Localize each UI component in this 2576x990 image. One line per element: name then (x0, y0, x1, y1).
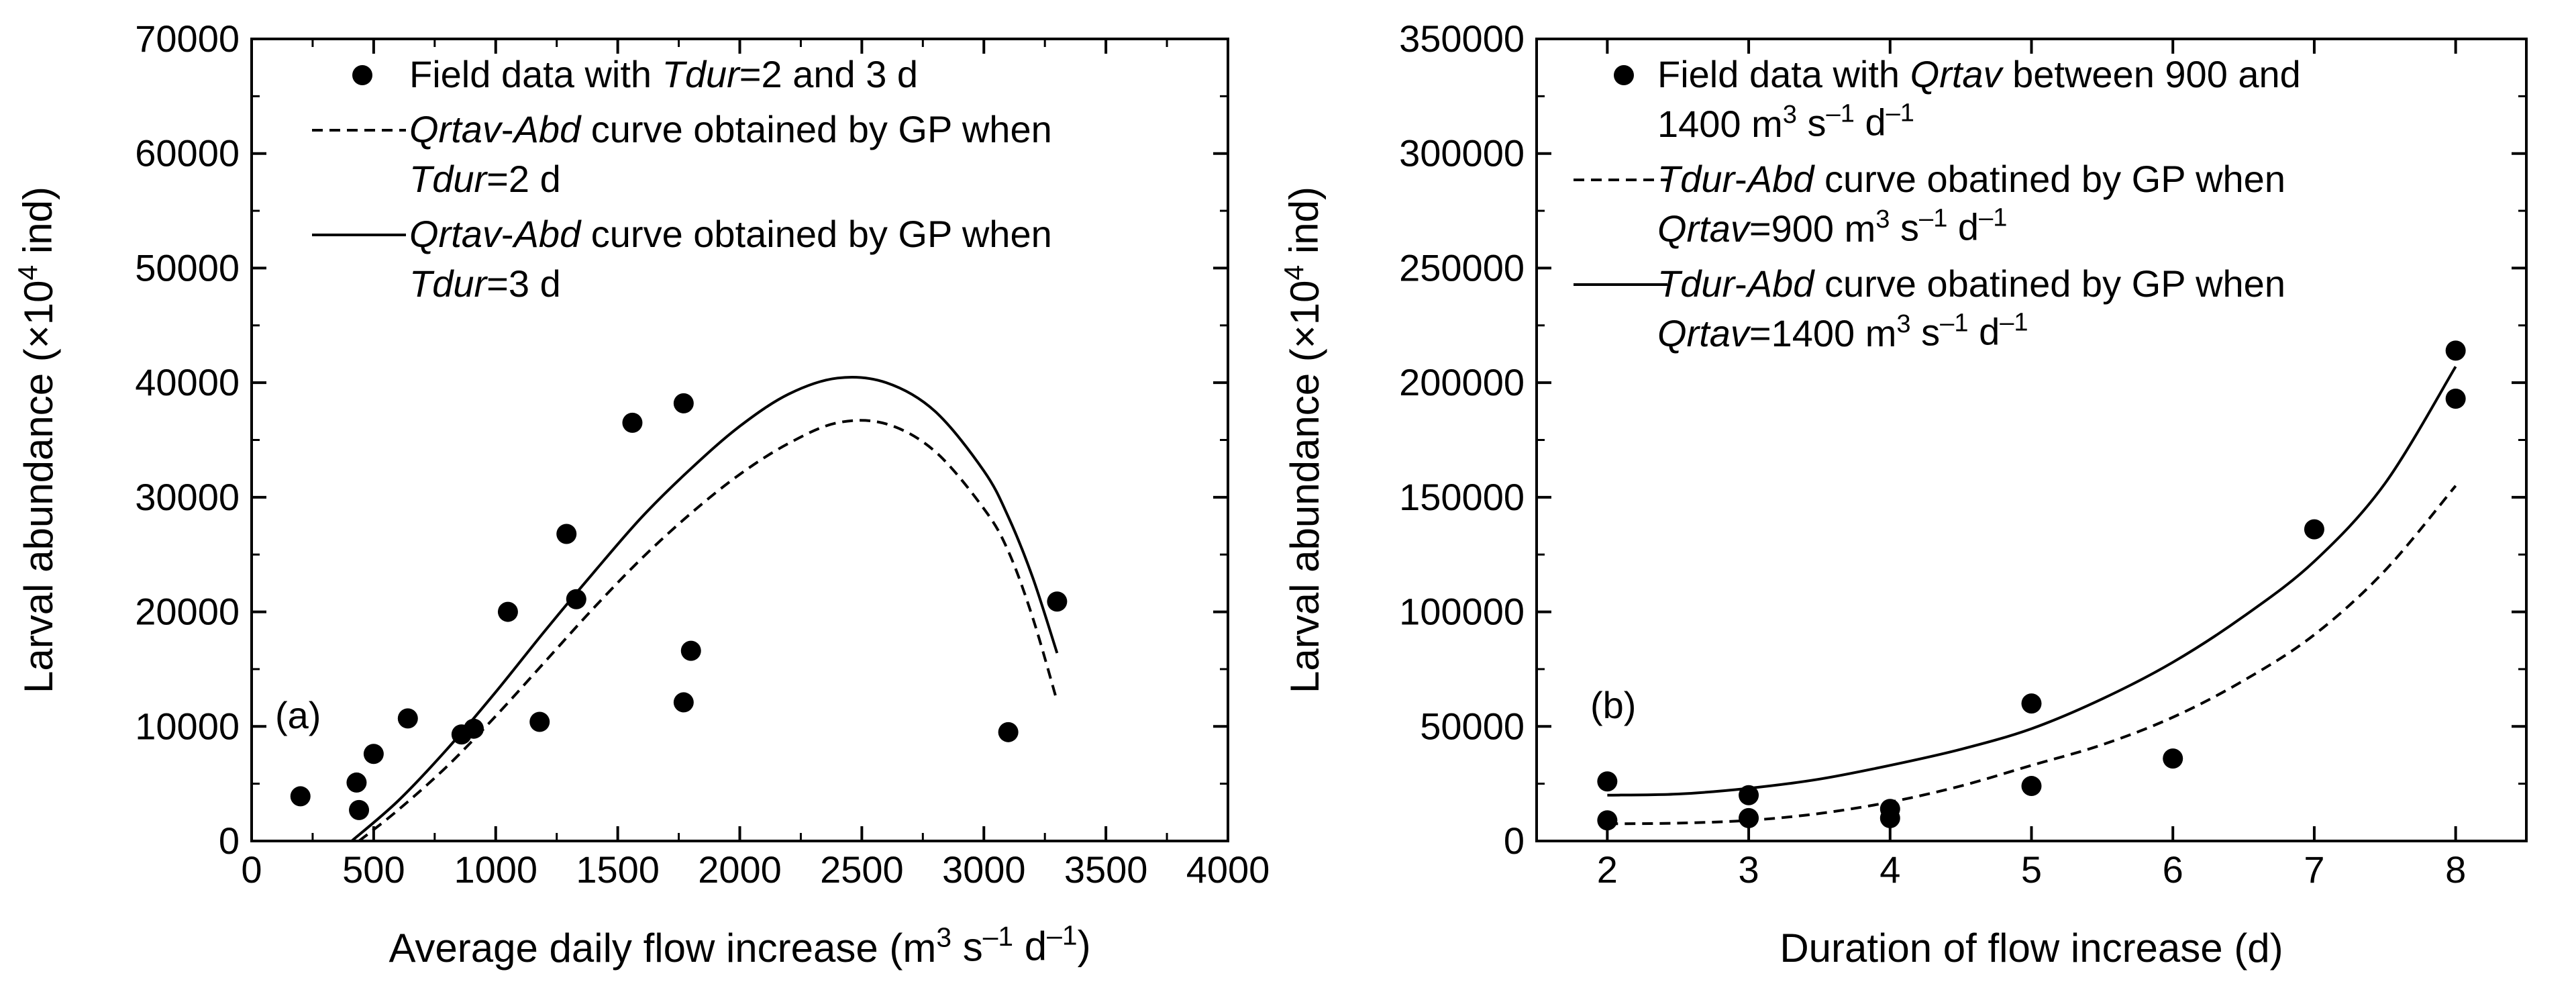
solid-curve (350, 375, 1059, 841)
data-point (673, 692, 694, 713)
data-point (566, 589, 586, 609)
chart-panel-a: 0 500 1000 1500 2000 2500 3000 3500 400001000020… (13, 17, 1270, 971)
y-tick-label: 20000 (135, 591, 240, 633)
x-tick-label: 500 (342, 848, 405, 891)
x-tick-label: 2500 (820, 848, 904, 891)
series-2 (1607, 366, 2457, 797)
x-tick-label: 8 (2445, 848, 2466, 891)
data-point (497, 601, 518, 622)
data-point (998, 722, 1019, 742)
x-tick-label: 5 (2021, 848, 2042, 891)
data-point (1597, 810, 1618, 831)
data-point (397, 708, 418, 729)
x-tick-label: 3500 (1064, 848, 1148, 891)
y-tick-label: 0 (1504, 820, 1525, 862)
y-ticks: 0 10000 20000 30000 40000 50000 60000 70000 (135, 17, 1228, 862)
x-tick-label: 1500 (576, 848, 660, 891)
y-tick-label: 100000 (1399, 591, 1525, 633)
legend: Field data with Qrtav between 900 and 140… (1574, 53, 2301, 354)
dashed-curve (1607, 485, 2457, 826)
series-0 (290, 393, 1068, 820)
legend-entry: Field data with Tdur=2 and 3 d (409, 53, 918, 95)
y-tick-label: 0 (219, 820, 240, 862)
x-axis-title: Duration of flow increase (d) (1780, 926, 2283, 971)
x-tick-label: 2000 (698, 848, 782, 891)
y-tick-label: 350000 (1399, 17, 1525, 60)
y-ticks: 0 50000 100000 150000 200000 250000 300000 3500… (1399, 17, 2526, 862)
data-point (529, 711, 550, 732)
legend-marker (352, 65, 372, 85)
legend-entry: Qrtav-Abd curve obtained by GP when Tdur=… (409, 108, 1052, 200)
x-tick-label: 0 (241, 848, 262, 891)
solid-curve (1607, 366, 2457, 797)
y-tick-label: 150000 (1399, 476, 1525, 518)
y-tick-label: 70000 (135, 17, 240, 60)
panel-label: (b) (1590, 684, 1636, 726)
data-point (349, 799, 370, 820)
x-axis-title: Average daily flow increase (m3 s–1 d–1) (389, 920, 1090, 971)
x-tick-label: 3 (1738, 848, 1759, 891)
x-ticks: 0 500 1000 1500 2000 2500 3000 3500 4000 (241, 39, 1270, 891)
y-tick-label: 300000 (1399, 132, 1525, 175)
data-point (2021, 693, 2042, 714)
y-tick-label: 10000 (135, 705, 240, 747)
data-point (2445, 389, 2466, 409)
chart-panel-b: 2 3 4 5 6 7 8 0 50000 100000 150000 200000 250000 300… (1279, 17, 2528, 971)
data-point (2445, 340, 2466, 361)
y-axis-title: Larval abundance (×104 ind) (13, 187, 61, 693)
legend: Field data with Tdur=2 and 3 d Qrtav-Abd … (312, 53, 1052, 305)
data-point (2163, 748, 2183, 769)
legend-entry: Field data with Qrtav between 900 and 140… (1657, 53, 2301, 145)
data-point (1739, 807, 1759, 828)
data-point (556, 524, 577, 544)
series-2 (350, 375, 1059, 841)
legend-entry: Tdur-Abd curve obatined by GP when Qrtav=… (1657, 262, 2285, 354)
series-1 (358, 419, 1059, 841)
y-axis-title: Larval abundance (×104 ind) (1279, 187, 1327, 693)
y-tick-label: 50000 (1420, 705, 1525, 747)
data-point (622, 412, 643, 433)
series-0 (1597, 340, 2466, 831)
data-point (673, 393, 694, 413)
y-tick-label: 60000 (135, 132, 240, 175)
data-point (464, 718, 484, 739)
dashed-curve (358, 419, 1059, 841)
x-tick-label: 2 (1597, 848, 1618, 891)
x-tick-label: 6 (2163, 848, 2183, 891)
data-point (1597, 771, 1618, 792)
data-point (2021, 776, 2042, 797)
legend-entry: Qrtav-Abd curve obtained by GP when Tdur=… (409, 213, 1052, 305)
data-point (1879, 807, 1900, 828)
y-tick-label: 30000 (135, 476, 240, 518)
data-point (1047, 591, 1068, 612)
y-tick-label: 50000 (135, 246, 240, 289)
x-tick-label: 3000 (942, 848, 1026, 891)
data-point (346, 772, 367, 793)
x-tick-label: 7 (2304, 848, 2324, 891)
x-tick-label: 1000 (454, 848, 537, 891)
y-tick-label: 250000 (1399, 246, 1525, 289)
data-point (680, 640, 701, 661)
x-tick-label: 4000 (1186, 848, 1270, 891)
y-tick-label: 200000 (1399, 361, 1525, 403)
y-tick-label: 40000 (135, 361, 240, 403)
data-point (363, 744, 384, 764)
x-tick-label: 4 (1879, 848, 1900, 891)
panel-label: (a) (275, 694, 321, 736)
legend-marker (1614, 65, 1634, 85)
data-point (290, 786, 311, 807)
data-point (2304, 519, 2324, 540)
legend-entry: Tdur-Abd curve obatined by GP when Qrtav=… (1657, 158, 2285, 250)
series-1 (1607, 485, 2457, 826)
